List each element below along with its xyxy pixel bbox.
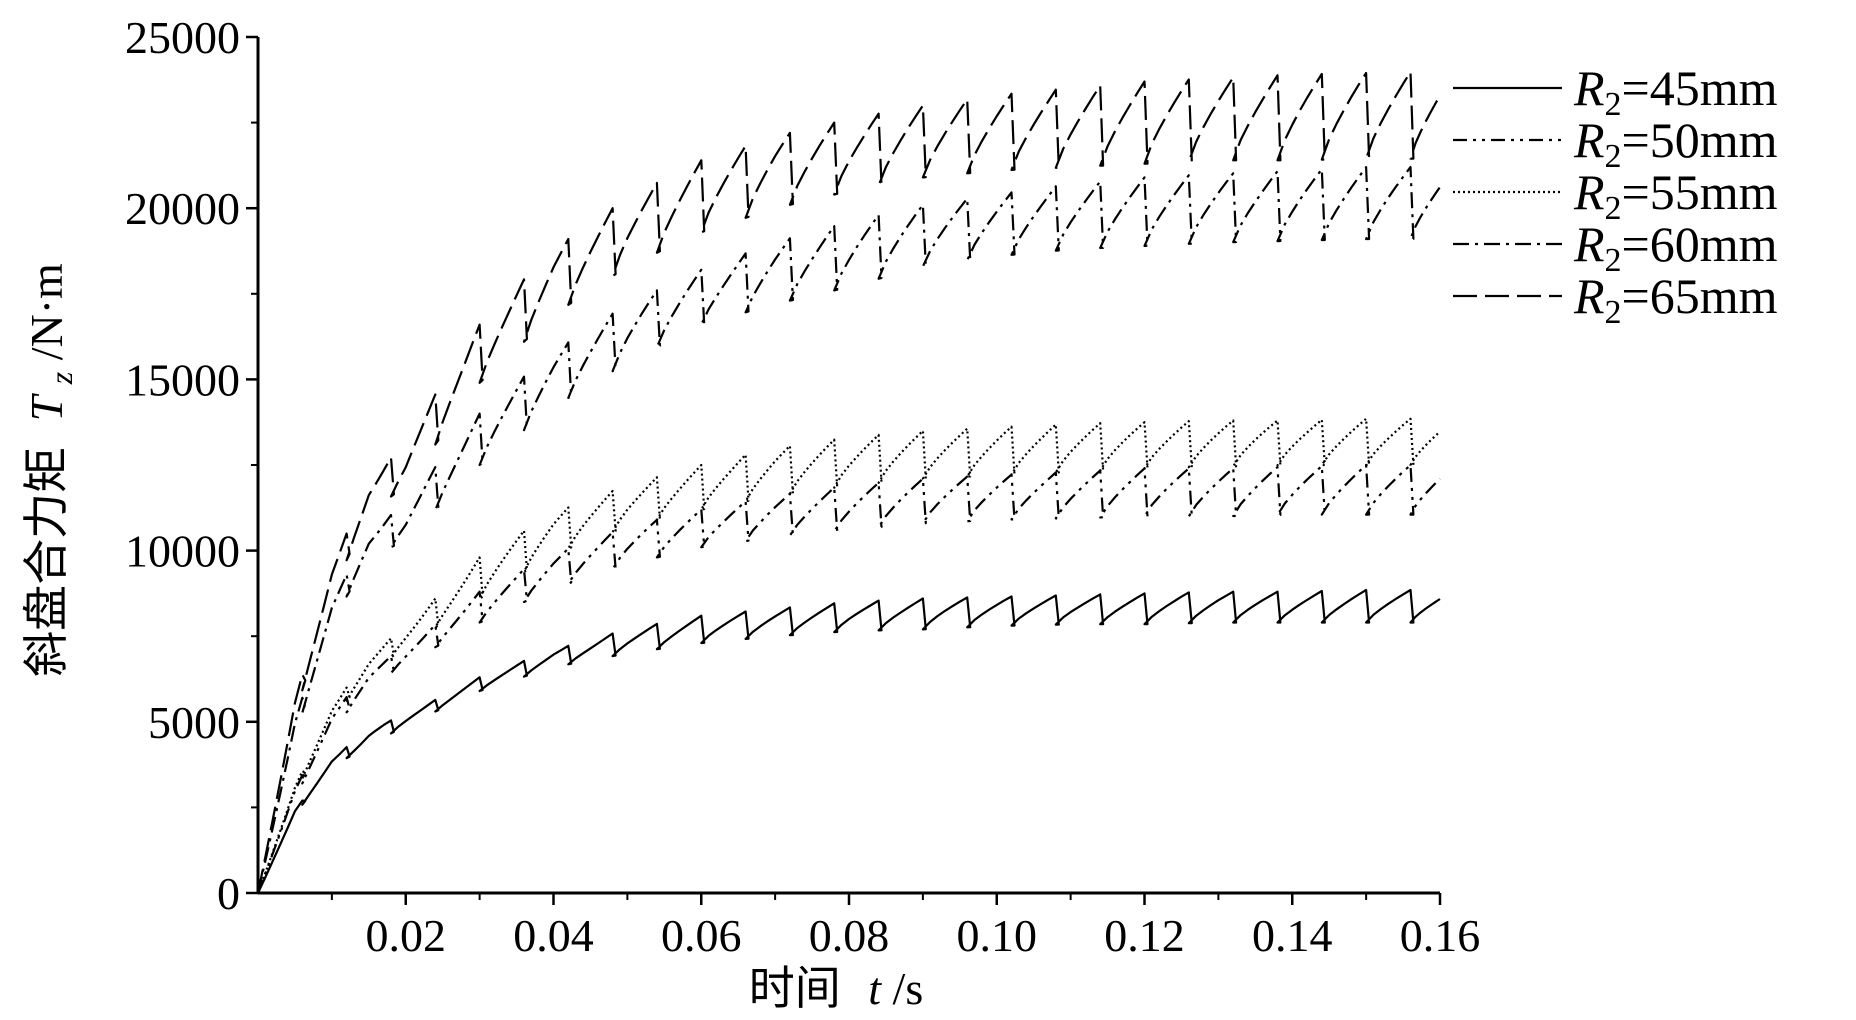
series-line-2 xyxy=(256,463,1441,894)
series-line-5 xyxy=(256,70,1441,894)
series-line-3 xyxy=(256,417,1441,894)
y-axis-title-subscript: z xyxy=(43,371,79,385)
y-tick-label: 15000 xyxy=(125,354,240,405)
x-tick-label: 0.10 xyxy=(957,910,1038,961)
x-tick-label: 0.06 xyxy=(661,910,742,961)
legend-label-2: R2=50mm xyxy=(1573,112,1778,175)
x-axis-title-cn: 时间 xyxy=(749,963,841,1014)
y-axis-title: 斜盘合力矩 T z /N·m xyxy=(21,263,82,677)
x-axis-title: 时间 t /s xyxy=(749,963,923,1014)
y-tick-label: 5000 xyxy=(148,697,240,748)
y-axis-title-unit: /N·m xyxy=(21,263,72,360)
x-tick-label: 0.04 xyxy=(513,910,594,961)
legend-label-1: R2=45mm xyxy=(1573,60,1778,123)
x-tick-label: 0.16 xyxy=(1400,910,1481,961)
y-axis-title-cn: 斜盘合力矩 xyxy=(21,447,72,677)
x-tick-label: 0.14 xyxy=(1252,910,1333,961)
y-tick-label: 25000 xyxy=(125,12,240,63)
x-axis-title-unit: /s xyxy=(893,963,924,1014)
legend-label-3: R2=55mm xyxy=(1573,164,1778,227)
x-tick-label: 0.12 xyxy=(1104,910,1185,961)
y-axis-title-symbol: T xyxy=(21,392,72,421)
series-layer xyxy=(256,70,1441,894)
series-line-4 xyxy=(256,166,1441,894)
y-tick-label: 0 xyxy=(217,868,240,919)
legend-label-5: R2=65mm xyxy=(1573,268,1778,331)
x-tick-label: 0.08 xyxy=(809,910,890,961)
y-tick-label: 20000 xyxy=(125,183,240,234)
series-line-1 xyxy=(257,588,1441,894)
svg-text:斜盘合力矩 T z /N: 斜盘合力矩 T z /N·m xyxy=(21,263,82,677)
y-tick-label: 10000 xyxy=(125,526,240,577)
x-axis-title-symbol: t xyxy=(868,963,882,1014)
x-tick-label: 0.02 xyxy=(366,910,447,961)
axes: 0 5000 10000 15000 20000 25000 0.02 0.04 0.06 0.0… xyxy=(125,12,1480,961)
legend-label-4: R2=60mm xyxy=(1573,216,1778,279)
